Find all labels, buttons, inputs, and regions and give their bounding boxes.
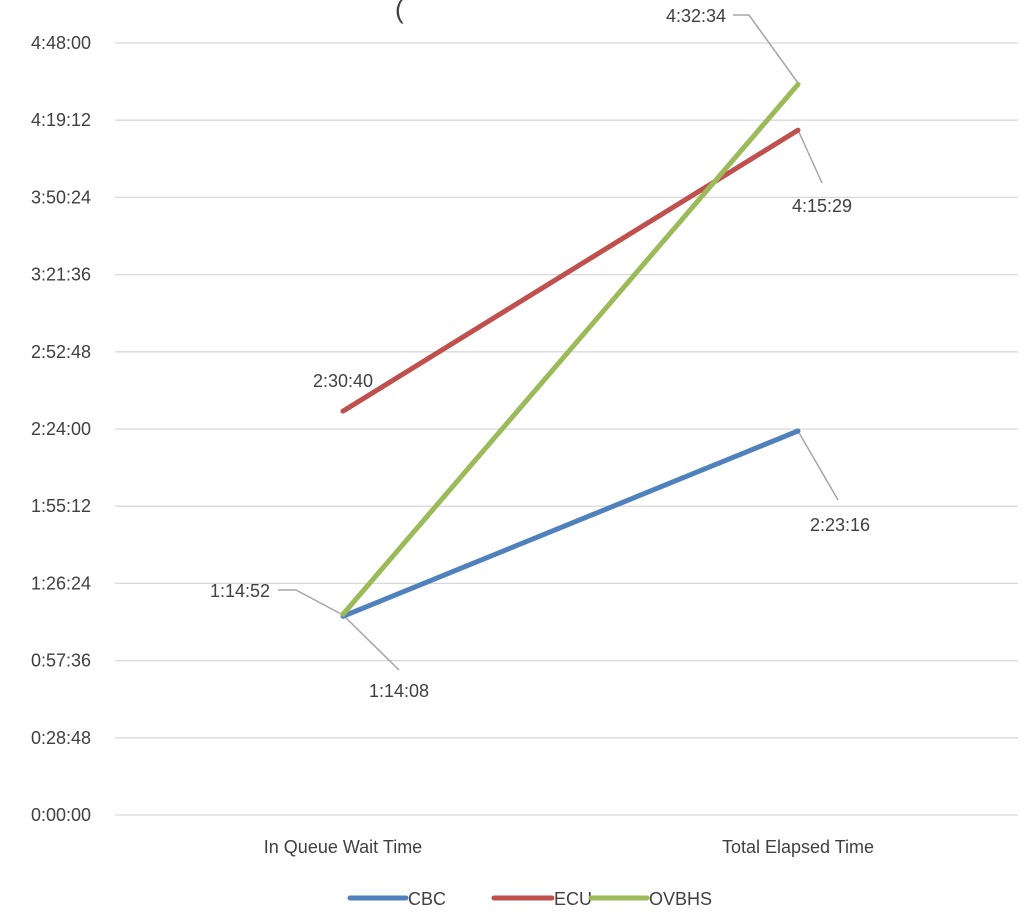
legend-label-ovbhs: OVBHS	[649, 889, 712, 909]
data-label-cbc: 1:14:08	[369, 681, 429, 701]
data-label-ovbhs: 4:32:34	[666, 6, 726, 26]
y-tick-label: 3:50:24	[31, 187, 91, 207]
x-axis-categories: In Queue Wait Time Total Elapsed Time	[264, 837, 874, 857]
x-category-label: Total Elapsed Time	[722, 837, 874, 857]
y-axis-ticks: 0:00:00 0:28:48 0:57:36 1:26:24 1:55:12 2:24:…	[31, 33, 91, 825]
series-lines	[340, 81, 801, 619]
chart-title: (	[395, 0, 404, 24]
y-tick-label: 4:48:00	[31, 33, 91, 53]
series-line-cbc	[340, 428, 801, 619]
data-label-ecu: 2:30:40	[313, 371, 373, 391]
y-tick-label: 1:55:12	[31, 496, 91, 516]
x-category-label: In Queue Wait Time	[264, 837, 422, 857]
data-label-leader	[733, 14, 799, 84]
data-labels: 1:14:08 2:23:16 2:30:40 4:15:29 1:14:52 4:32:…	[210, 6, 870, 701]
y-tick-label: 1:26:24	[31, 573, 91, 593]
y-tick-label: 0:57:36	[31, 651, 91, 671]
data-label-leader	[797, 129, 823, 184]
series-line-ovbhs	[340, 81, 801, 617]
series-line-ecu	[340, 127, 801, 414]
data-label-leaders	[278, 14, 839, 671]
y-tick-label: 0:28:48	[31, 728, 91, 748]
gridlines	[115, 42, 1018, 816]
data-label-leader	[342, 614, 400, 671]
legend: CBC ECU OVBHS	[347, 889, 712, 909]
data-label-leader	[278, 589, 344, 616]
data-label-leader	[797, 430, 839, 501]
legend-label-cbc: CBC	[408, 889, 446, 909]
y-tick-label: 3:21:36	[31, 265, 91, 285]
y-tick-label: 2:24:00	[31, 419, 91, 439]
data-label-ecu: 4:15:29	[792, 196, 852, 216]
data-label-cbc: 2:23:16	[810, 515, 870, 535]
y-tick-label: 2:52:48	[31, 342, 91, 362]
y-tick-label: 0:00:00	[31, 805, 91, 825]
data-label-ovbhs: 1:14:52	[210, 581, 270, 601]
legend-label-ecu: ECU	[554, 889, 592, 909]
y-tick-label: 4:19:12	[31, 110, 91, 130]
